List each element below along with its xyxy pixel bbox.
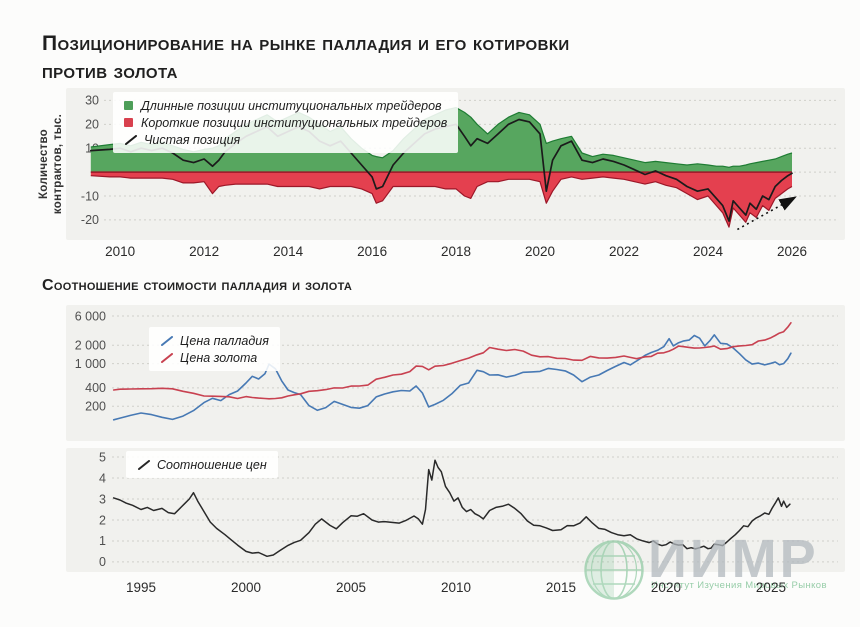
y-tick-label: 6 000 xyxy=(75,309,106,323)
y-tick-label: 3 xyxy=(99,492,106,506)
gold-line-slash-icon xyxy=(161,352,173,363)
y-tick-label: 400 xyxy=(85,381,106,395)
legend-item-net: Чистая позиция xyxy=(124,131,447,148)
y-tick-label: -20 xyxy=(81,213,99,227)
y-tick-label: 200 xyxy=(85,400,106,414)
legend-item-short: Короткие позиции институциональных трейд… xyxy=(124,114,447,131)
prices-panel xyxy=(66,305,845,441)
legend-label: Цена золота xyxy=(180,350,258,365)
x-tick-label: 2010 xyxy=(440,580,471,595)
y-tick-label: 2 xyxy=(99,513,106,527)
legend-label: Короткие позиции институциональных трейд… xyxy=(141,115,448,130)
series-short-edge xyxy=(90,175,793,228)
x-tick-label: 2016 xyxy=(357,244,387,259)
ratio-panel xyxy=(66,448,845,572)
page-title-line1: Позиционирование на рынке палладия и его… xyxy=(42,32,570,56)
legend-label: Длинные позиции институциональных трейде… xyxy=(141,98,442,113)
y-tick-label: 30 xyxy=(85,94,99,108)
series-gold_palladium_ratio xyxy=(112,459,791,558)
legend-label: Соотношение цен xyxy=(157,457,267,472)
positions-legend: Длинные позиции институциональных трейде… xyxy=(113,92,459,153)
x-tick-label: 2012 xyxy=(189,244,219,259)
short-positions-swatch-icon xyxy=(124,118,133,127)
legend-item-gold: Цена золота xyxy=(160,349,269,366)
page-title-line2: против золота xyxy=(42,59,178,83)
x-tick-label: 2024 xyxy=(693,244,724,259)
section-title-ratio: Соотношение стоимости палладия и золота xyxy=(42,277,353,294)
x-tick-label: 2014 xyxy=(273,244,304,259)
series-gold xyxy=(112,321,792,400)
ratio-legend: Соотношение цен xyxy=(126,451,278,478)
y-tick-label: 5 xyxy=(99,450,106,464)
prices-chart: 6 000 2 000 1 000 400 200 xyxy=(66,305,845,441)
x-tick-label: 2020 xyxy=(650,580,681,595)
legend-label: Чистая позиция xyxy=(144,132,241,147)
x-tick-label: 2025 xyxy=(755,580,786,595)
x-tick-label: 2010 xyxy=(105,244,135,259)
series-net xyxy=(89,118,793,222)
positions-y-axis-label: Количество контрактов, тыс. xyxy=(38,113,65,215)
legend-item-long: Длинные позиции институциональных трейде… xyxy=(124,97,447,114)
y-tick-label: 0 xyxy=(99,555,106,569)
y-tick-label: 20 xyxy=(85,118,99,132)
y-tick-label: 2 000 xyxy=(75,338,106,352)
x-tick-label: 2020 xyxy=(525,244,555,259)
x-tick-label: 2015 xyxy=(545,580,576,595)
x-tick-label: 2026 xyxy=(777,244,807,259)
x-tick-label: 2022 xyxy=(609,244,639,259)
x-tick-label: 2018 xyxy=(441,244,471,259)
prices-legend: Цена палладия Цена золота xyxy=(149,327,280,371)
palladium-line-slash-icon xyxy=(161,335,173,346)
ratio-chart: 5 4 3 2 1 0 xyxy=(66,448,845,572)
long-positions-swatch-icon xyxy=(124,101,133,110)
series-palladium xyxy=(112,334,792,421)
x-tick-label: 1995 xyxy=(125,580,156,595)
legend-item-ratio: Соотношение цен xyxy=(137,456,267,473)
page-title: Позиционирование на рынке палладия и его… xyxy=(42,30,832,85)
y-tick-label: -10 xyxy=(81,189,99,203)
x-tick-label: 2000 xyxy=(230,580,261,595)
y-tick-label: 1 000 xyxy=(75,357,106,371)
legend-item-palladium: Цена палладия xyxy=(160,332,269,349)
x-tick-label: 2005 xyxy=(335,580,366,595)
ratio-line-slash-icon xyxy=(138,459,150,470)
y-tick-label: 1 xyxy=(99,534,106,548)
legend-label: Цена палладия xyxy=(180,333,269,348)
net-line-slash-icon xyxy=(125,134,137,145)
y-tick-label: 4 xyxy=(99,471,106,485)
